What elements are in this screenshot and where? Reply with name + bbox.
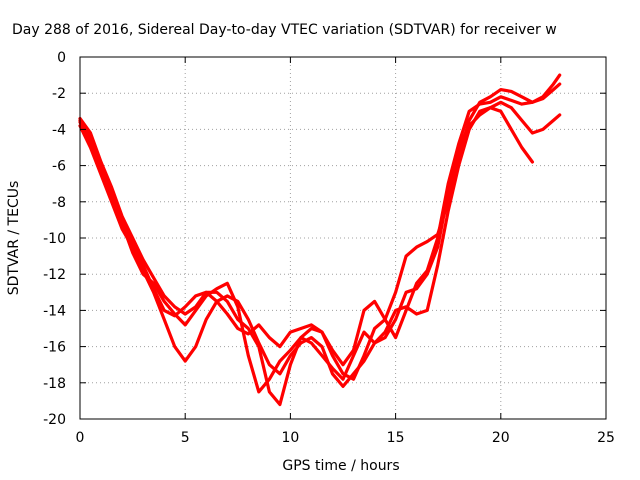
y-tick-label: -6 <box>52 159 66 175</box>
grid <box>80 57 606 419</box>
series-line-1 <box>78 82 562 381</box>
series-line-3 <box>78 100 562 394</box>
x-tick-label: 5 <box>181 430 190 446</box>
y-tick-label: -8 <box>52 195 66 211</box>
y-tick-label: -10 <box>43 231 66 247</box>
series-line-4 <box>78 73 562 407</box>
x-tick-label: 25 <box>597 430 615 446</box>
y-tick-label: -12 <box>43 267 66 283</box>
x-tick-label: 0 <box>76 430 85 446</box>
y-tick-label: 0 <box>57 50 66 66</box>
x-axis-label: GPS time / hours <box>282 458 399 474</box>
chart-title: Day 288 of 2016, Sidereal Day-to-day VTE… <box>12 22 557 38</box>
y-tick-label: -18 <box>43 376 66 392</box>
y-tick-label: -16 <box>43 340 66 356</box>
x-tick-label: 20 <box>492 430 510 446</box>
x-tick-label: 15 <box>387 430 405 446</box>
series-layer <box>78 73 562 407</box>
x-tick-label: 10 <box>281 430 299 446</box>
axis-ticks: 0 5 10 15 20 25 0 -2 -4 -6 -8 -10 -12 -14 -16 -18 -20 <box>43 50 615 446</box>
y-tick-label: -4 <box>52 122 66 138</box>
y-tick-label: -20 <box>43 412 66 428</box>
y-tick-label: -2 <box>52 86 66 102</box>
series-line-2 <box>78 106 535 388</box>
y-axis-label: SDTVAR / TECUs <box>6 181 22 296</box>
y-tick-label: -14 <box>43 303 66 319</box>
